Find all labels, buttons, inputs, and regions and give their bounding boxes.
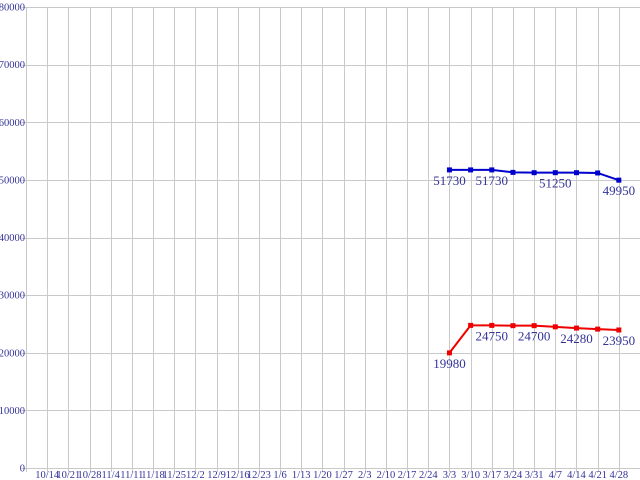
blue-series-point-label: 49950 [603,183,636,198]
y-axis-tick-label: 30000 [0,291,25,302]
x-axis-tick-label: 12/2 [186,470,205,480]
x-axis-tick-label: 12/9 [207,470,226,480]
red-series-point-label: 24700 [518,329,551,344]
x-axis-tick-label: 2/3 [358,470,371,480]
blue-series-point-label: 51250 [539,176,572,191]
blue-series-point-label: 51730 [433,173,466,188]
x-axis-tick-label: 12/16 [226,470,250,480]
x-axis-tick-label: 1/6 [273,470,286,480]
red-series-point-marker [446,350,452,356]
x-axis-tick-label: 2/10 [377,470,396,480]
blue-series-point-marker [468,167,474,173]
x-axis-tick-label: 4/7 [549,470,562,480]
y-axis-tick-label: 60000 [0,118,25,129]
blue-series-point-marker [616,177,622,183]
x-axis-tick-label: 11/11 [120,470,143,480]
x-axis-tick-label: 1/13 [292,470,311,480]
red-series-point-marker [510,323,516,329]
x-axis-tick-label: 10/14 [35,470,60,480]
red-series-point-marker [616,327,622,333]
x-axis-tick-label: 1/20 [313,470,332,480]
x-axis-tick-label: 10/21 [56,470,80,480]
x-axis-tick-label: 3/24 [504,470,523,480]
y-axis-tick-label: 0 [20,464,25,475]
blue-series-point-marker [510,169,516,175]
y-axis-tick-label: 80000 [0,3,25,14]
x-axis-tick-label: 2/24 [419,470,438,480]
x-axis-tick-label: 1/27 [334,470,353,480]
y-axis-tick-label: 10000 [0,406,25,417]
red-series-point-label: 24280 [560,331,593,346]
x-axis-tick-label: 11/4 [102,470,121,480]
red-series-point-label: 19980 [433,356,466,371]
red-series-point-marker [489,322,495,328]
y-axis-tick-label: 20000 [0,348,25,359]
blue-series-point-marker [489,167,495,173]
y-axis-tick-label: 50000 [0,175,25,186]
x-axis-tick-label: 3/31 [525,470,544,480]
blue-series-point-marker [552,170,558,176]
x-axis-tick-label: 4/28 [609,470,628,480]
red-series-point-marker [531,323,537,329]
blue-series-point-marker [531,170,537,176]
blue-series-point-marker [446,167,452,173]
x-axis-tick-label: 4/21 [588,470,607,480]
blue-series-point-marker [573,170,579,176]
x-axis-tick-label: 10/28 [78,470,102,480]
red-series-point-label: 24750 [476,328,509,343]
x-axis-tick-label: 11/25 [162,470,186,480]
y-axis-tick-label: 70000 [0,60,25,71]
red-series-point-marker [573,325,579,331]
x-axis-tick-label: 3/10 [461,470,480,480]
blue-series-point-marker [595,170,601,176]
red-series-point-marker [595,326,601,332]
red-series-point-label: 23950 [603,333,636,348]
blue-series-point-label: 51730 [476,173,509,188]
x-axis-tick-label: 4/14 [567,470,586,480]
x-axis-tick-label: 2/17 [398,470,417,480]
red-series-point-marker [552,324,558,330]
x-axis-tick-label: 12/23 [247,470,271,480]
x-axis-tick-label: 3/3 [443,470,456,480]
gridlines [22,7,640,472]
y-axis-tick-label: 40000 [0,233,25,244]
x-axis-tick-label: 3/17 [482,470,501,480]
red-series-point-marker [468,322,474,328]
x-axis-tick-label: 11/18 [141,470,165,480]
